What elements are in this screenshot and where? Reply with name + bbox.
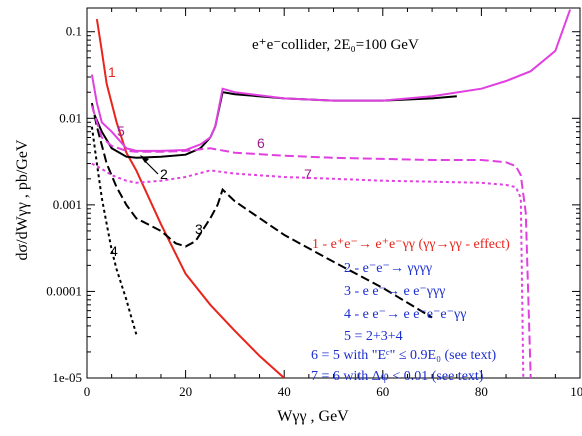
- annotation-5: 5 = 2+3+4: [344, 329, 403, 344]
- x-tick-label: 60: [376, 384, 389, 399]
- curve-label-2: 2: [160, 166, 168, 182]
- x-tick-label: 40: [278, 384, 291, 399]
- chart-title: e⁺e⁻collider, 2E₀=100 GeV: [252, 37, 419, 53]
- curve-label-5: 5: [117, 123, 125, 139]
- curve-label-7: 7: [304, 166, 312, 182]
- legend-annotations: 1 - e⁺e⁻→ e⁺e⁻γγ (γγ→γγ - effect) 2 - e⁻e…: [311, 237, 510, 384]
- curve-label-3: 3: [195, 221, 203, 237]
- y-tick-label: 0.01: [59, 110, 82, 125]
- annotation-7: 7 = 6 with Δφ < 0.01 (see text): [311, 369, 484, 384]
- x-axis-label: Wγγ , GeV: [277, 408, 349, 425]
- axis-ticks: 0 20 40 60 80 100 1e-05 0.0001 0.001 0.01 0.1: [46, 8, 582, 399]
- y-tick-label: 1e-05: [52, 370, 82, 385]
- plot-frame: [86, 7, 581, 379]
- x-tick-label: 100: [570, 384, 582, 399]
- series-line-1: [95, 18, 285, 378]
- y-tick-label: 0.1: [66, 24, 82, 39]
- series-line-4: [90, 126, 138, 335]
- series-line-2: [93, 91, 457, 159]
- x-tick-label: 20: [179, 384, 192, 399]
- annotation-2: 2 - e⁻e⁻→ γγγγ: [344, 261, 432, 276]
- x-tick-label: 80: [475, 384, 488, 399]
- annotation-1: 1 - e⁺e⁻→ e⁺e⁻γγ (γγ→γγ - effect): [312, 237, 510, 252]
- curve-label-4: 4: [110, 243, 118, 259]
- annotation-4: 4 - e e⁻→ e e⁻e⁻e⁻γγ: [344, 307, 466, 322]
- curve-label-6: 6: [257, 135, 265, 151]
- y-tick-label: 0.001: [53, 197, 82, 212]
- curves: [90, 9, 572, 378]
- curve-label-1: 1: [108, 64, 116, 80]
- series-line-7: [91, 162, 525, 378]
- x-tick-label: 0: [84, 384, 91, 399]
- y-axis-label: dσ/dWγγ , pb/GeV: [14, 139, 31, 260]
- curve-2-arrow: [140, 155, 159, 175]
- curve-labels: 1 2 3 4 5 6 7: [108, 64, 312, 259]
- series-line-6: [90, 105, 532, 378]
- annotation-3: 3 - e e⁻→ e e⁻γγγ: [344, 284, 445, 299]
- annotation-6: 6 = 5 with "Eᶜ" ≤ 0.9E₀ (see text): [311, 348, 496, 363]
- y-tick-label: 0.0001: [46, 283, 82, 298]
- series-line-5: [90, 9, 572, 152]
- series-line-3: [90, 102, 433, 319]
